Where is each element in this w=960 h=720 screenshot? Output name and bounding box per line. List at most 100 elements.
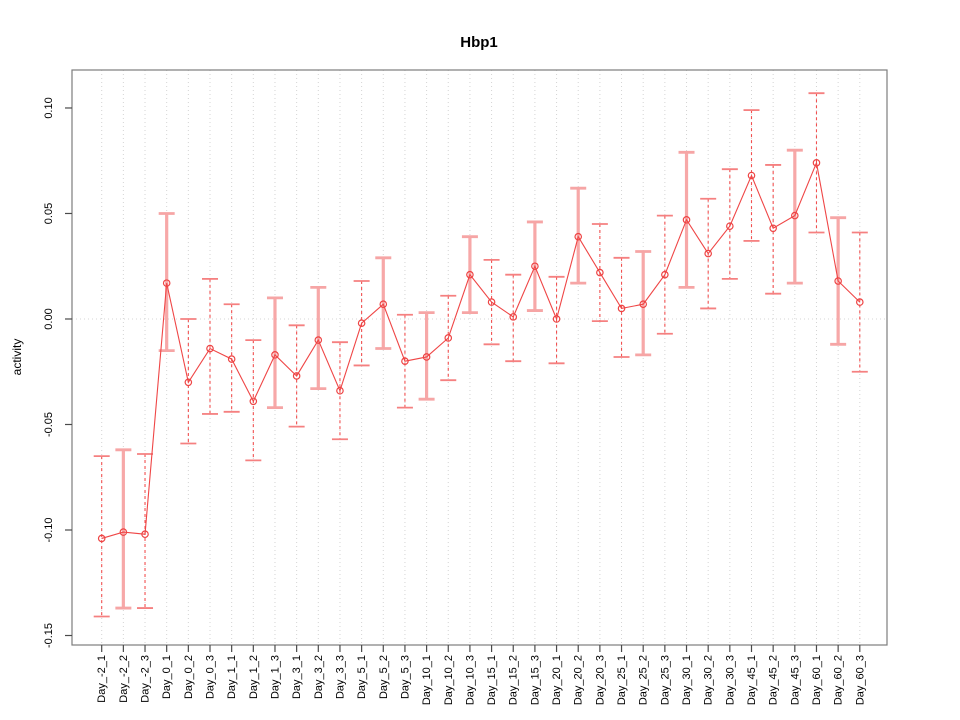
x-tick-label: Day_-2_1 — [96, 655, 108, 703]
data-point-marker — [184, 378, 193, 387]
x-tick-label: Day_10_2 — [443, 655, 455, 705]
x-tick-label: Day_0_1 — [161, 655, 173, 699]
error-bar — [396, 313, 413, 409]
y-tick-label: 0.05 — [43, 203, 55, 224]
y-tick-label: -0.05 — [43, 412, 55, 437]
error-bar — [765, 164, 782, 295]
data-point-marker — [661, 270, 669, 279]
data-point-marker — [704, 249, 712, 258]
series-line-layer — [101, 160, 861, 539]
x-tick-label: Day_45_2 — [768, 655, 780, 705]
x-tick-label: Day_1_1 — [226, 655, 238, 699]
data-point-marker — [444, 334, 453, 342]
x-tick-label: Day_5_2 — [378, 655, 390, 699]
error-bar — [851, 231, 868, 373]
x-tick-label: Day_0_3 — [205, 655, 217, 699]
y-tick-label: -0.10 — [43, 517, 55, 542]
data-point-marker — [487, 298, 496, 306]
data-point-marker — [639, 300, 648, 309]
error-bar — [418, 311, 435, 401]
grid-layer — [72, 70, 887, 645]
data-point-marker — [682, 216, 691, 224]
x-tick-label: Day_15_3 — [529, 655, 541, 705]
data-point-marker — [206, 344, 214, 353]
data-point-marker — [97, 534, 106, 543]
plot-frame — [71, 69, 888, 646]
data-point-marker — [249, 397, 258, 406]
data-point-marker — [617, 304, 626, 313]
data-point-marker — [379, 300, 388, 309]
data-point-marker — [119, 528, 128, 536]
data-point-marker — [855, 298, 864, 306]
data-point-marker — [466, 270, 474, 279]
x-tick-label: Day_5_3 — [399, 655, 411, 699]
chart-title: Hbp1 — [460, 34, 498, 51]
data-point-marker — [292, 372, 301, 380]
axis-layer: -0.15 -0.10 -0.05 0.00 0.05 0.10 Day_-2_1 Day_-… — [43, 69, 888, 705]
x-tick-label: Day_1_3 — [269, 655, 281, 699]
x-tick-label: Day_1_2 — [248, 655, 260, 699]
data-point-marker — [422, 353, 431, 361]
x-tick-label: Day_20_1 — [551, 655, 563, 705]
series-line — [101, 160, 861, 539]
x-tick-label: Day_60_3 — [854, 655, 866, 705]
y-tick-label: 0.00 — [43, 308, 55, 329]
error-bar — [743, 109, 760, 242]
x-tick-label: Day_20_3 — [594, 655, 606, 705]
x-tick-label: Day_45_3 — [789, 655, 801, 705]
x-tick-label: Day_30_3 — [724, 655, 736, 705]
error-bar — [137, 453, 154, 609]
error-bar — [505, 273, 522, 363]
x-tick-label: Day_-2_2 — [118, 655, 130, 703]
error-bar — [93, 455, 110, 618]
x-tick-label: Day_30_1 — [681, 655, 693, 705]
data-point-marker — [552, 315, 561, 323]
error-bar — [808, 92, 825, 234]
data-point-marker — [531, 262, 539, 271]
data-point-marker — [509, 313, 518, 321]
x-tick-label: Day_-2_3 — [140, 655, 152, 703]
data-point-marker — [141, 530, 149, 539]
data-point-marker — [726, 222, 734, 230]
data-point-marker — [162, 279, 171, 287]
x-tick-label: Day_3_3 — [334, 655, 346, 699]
x-tick-label: Day_60_1 — [811, 655, 823, 705]
data-point-marker — [596, 268, 604, 277]
x-tick-label: Day_15_2 — [508, 655, 520, 705]
x-tick-label: Day_25_1 — [616, 655, 628, 705]
error-bar — [310, 285, 327, 391]
x-tick-label: Day_25_2 — [638, 655, 650, 705]
x-tick-label: Day_30_2 — [703, 655, 715, 705]
data-point-marker — [747, 171, 756, 180]
x-tick-label: Day_0_2 — [183, 655, 195, 699]
x-tick-label: Day_3_1 — [291, 655, 303, 699]
x-tick-label: Day_15_1 — [486, 655, 498, 705]
x-tick-label: Day_10_1 — [421, 655, 433, 705]
error-bar — [223, 303, 240, 413]
data-point-marker — [574, 232, 583, 241]
error-bar — [375, 256, 392, 350]
error-bar — [158, 212, 175, 353]
data-point-marker — [834, 277, 842, 285]
x-tick-label: Day_45_1 — [746, 655, 758, 705]
y-axis-title: activity — [10, 339, 24, 376]
data-point-marker — [791, 211, 799, 220]
error-bar — [266, 296, 283, 410]
data-point-marker — [336, 386, 344, 395]
x-tick-label: Day_3_2 — [313, 655, 325, 699]
x-tick-label: Day_20_2 — [573, 655, 585, 705]
error-bar — [202, 277, 218, 415]
y-tick-label: 0.10 — [43, 97, 55, 118]
error-bar — [721, 168, 738, 280]
data-point-marker — [227, 355, 236, 363]
data-point-layer — [97, 159, 864, 543]
data-point-marker — [314, 336, 323, 344]
data-point-marker — [357, 319, 366, 328]
data-point-marker — [271, 351, 279, 359]
x-tick-label: Day_60_2 — [833, 655, 845, 705]
data-point-marker — [812, 159, 821, 167]
error-bar — [635, 250, 652, 357]
x-tick-label: Day_25_3 — [659, 655, 671, 705]
